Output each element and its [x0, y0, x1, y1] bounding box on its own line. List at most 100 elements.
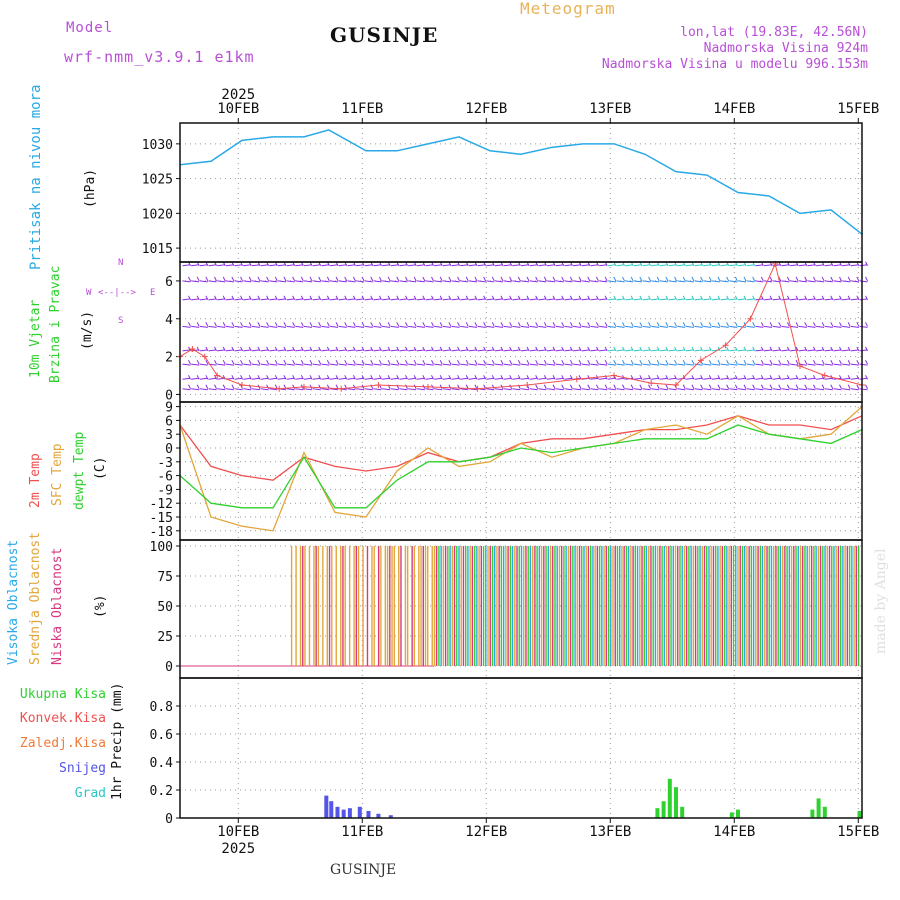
wind-barb	[321, 388, 330, 391]
wind-barb-flag	[196, 295, 200, 301]
wind-barb	[260, 264, 269, 267]
wind-barb	[633, 363, 642, 366]
wind-barb	[573, 280, 582, 283]
wind-barb	[685, 280, 694, 283]
wind-barb	[546, 264, 556, 267]
wind-barb-flag	[691, 359, 695, 365]
wind-barb	[191, 377, 200, 380]
wind-barb	[685, 298, 694, 301]
wind-barb	[781, 280, 790, 283]
wind-barb	[694, 349, 703, 352]
wind-barb-flag	[222, 295, 226, 301]
wind-barb-flag	[257, 276, 261, 282]
wind-barb	[729, 264, 738, 267]
precip-bar	[736, 809, 740, 818]
wind-barb-flag	[743, 276, 747, 282]
wind-barb-flag	[691, 375, 695, 380]
wind-barb	[816, 349, 825, 352]
wind-barb-flag	[352, 322, 356, 327]
wind-barb	[382, 298, 391, 301]
wind-barb	[850, 349, 859, 352]
y-tick-label: 75	[157, 570, 173, 585]
wind-barb	[564, 280, 573, 283]
wind-barb	[373, 264, 382, 267]
wind-barb	[668, 377, 677, 380]
wind-barb-flag	[682, 322, 686, 327]
y-tick-label: 0	[165, 812, 173, 827]
wind-barb	[546, 298, 556, 301]
wind-speed-marker	[573, 376, 580, 383]
wind-barb-flag	[630, 295, 634, 301]
wind-barb	[286, 388, 295, 391]
wind-barb	[321, 377, 330, 380]
wind-barb-flag	[309, 346, 313, 352]
wind-barb-flag	[422, 295, 426, 301]
wind-barb-flag	[734, 322, 738, 327]
wind-barb	[251, 264, 260, 267]
wind-barb-flag	[552, 384, 556, 389]
wind-barb	[824, 388, 833, 391]
wind-barb	[651, 388, 660, 391]
top-date-label: 11FEB	[341, 101, 383, 117]
wind-barb	[651, 349, 660, 352]
wind-barb-flag	[266, 322, 270, 327]
wind-barb	[373, 298, 382, 301]
wind-barb	[781, 325, 790, 328]
wind-barb-flag	[656, 384, 660, 389]
y-tick-label: 50	[157, 600, 173, 615]
wind-barb	[555, 388, 564, 391]
wind-barb-flag	[847, 295, 851, 301]
wind-barb	[182, 325, 191, 328]
wind-barb-flag	[378, 295, 382, 301]
wind-barb	[816, 264, 825, 267]
wind-barb	[408, 325, 417, 328]
wind-barb	[833, 363, 842, 366]
wind-barb-flag	[517, 322, 521, 327]
wind-barb	[642, 298, 651, 301]
wind-barb	[303, 363, 313, 366]
wind-barb	[442, 280, 451, 283]
wind-barb	[399, 298, 408, 301]
wind-barb-flag	[483, 359, 487, 365]
wind-barb	[798, 264, 807, 267]
wind-barb-flag	[448, 359, 452, 365]
wind-barb	[599, 325, 608, 328]
wind-barb-flag	[561, 375, 565, 380]
wind-barb-flag	[352, 359, 356, 365]
wind-barb	[356, 363, 365, 366]
wind-barb-flag	[483, 322, 487, 327]
wind-barb-flag	[865, 359, 868, 365]
wind-barb-flag	[682, 295, 686, 301]
wind-barb-flag	[465, 276, 469, 282]
wind-barb-flag	[448, 375, 452, 380]
wind-barb-flag	[569, 346, 573, 352]
wind-barb	[590, 325, 599, 328]
wind-barb	[607, 264, 616, 267]
wind-barb-flag	[405, 295, 408, 301]
wind-barb-flag	[812, 295, 816, 301]
wind-barb-flag	[535, 322, 539, 327]
wind-barb	[859, 298, 868, 301]
wind-barb-flag	[240, 322, 244, 327]
wind-barb	[729, 363, 738, 366]
wind-barb	[329, 388, 339, 391]
wind-barb	[199, 388, 208, 391]
wind-barb-flag	[318, 295, 322, 301]
wind-barb	[659, 388, 668, 391]
wind-barb-flag	[769, 322, 773, 327]
wind-barb	[581, 388, 590, 391]
wind-barb-flag	[491, 384, 495, 389]
meteogram-title: Meteogram	[520, 0, 616, 18]
wind-barb	[243, 349, 252, 352]
wind-barb	[460, 280, 469, 283]
wind-barb-flag	[240, 359, 244, 365]
wind-barb	[347, 298, 356, 301]
wind-barb	[295, 363, 304, 366]
wind-barb-flag	[630, 346, 634, 352]
wind-barb	[633, 388, 642, 391]
wind-barb-flag	[700, 295, 704, 301]
wind-barb	[763, 280, 773, 283]
y-tick-label: 6	[165, 275, 173, 290]
wind-barb-flag	[856, 359, 860, 365]
